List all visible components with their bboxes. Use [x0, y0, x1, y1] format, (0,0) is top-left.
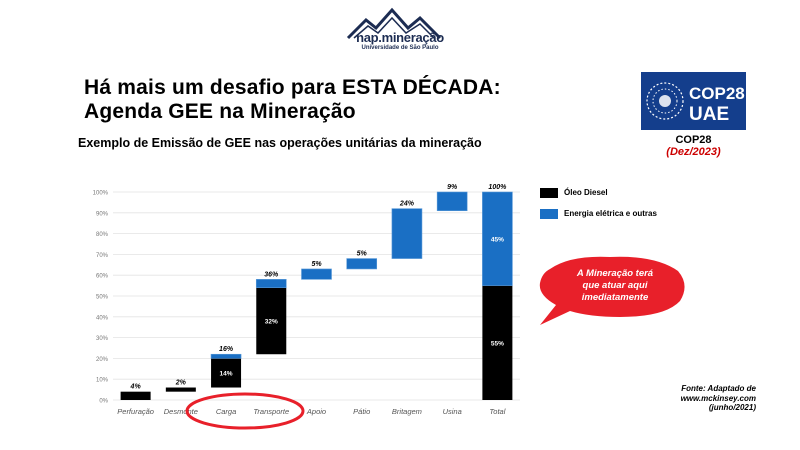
highlight-circle [185, 392, 305, 430]
legend-label-electric: Energia elétrica e outras [564, 209, 657, 218]
legend-item-diesel: Óleo Diesel [540, 186, 657, 199]
logo-subtext: Universidade de São Paulo [361, 45, 439, 51]
bar-top-label: 16% [219, 346, 234, 353]
bar-top-label: 9% [447, 184, 458, 191]
y-tick-label: 70% [96, 253, 109, 259]
bar-top-label: 24% [399, 201, 415, 208]
callout-line-2: que atuar aqui [582, 280, 648, 291]
legend-swatch-electric [540, 208, 558, 219]
page-title: Há mais um desafio para ESTA DÉCADA: Age… [84, 76, 501, 124]
callout-line-1: A Mineração terá [576, 268, 654, 279]
chart-subtitle: Exemplo de Emissão de GEE nas operações … [78, 136, 482, 150]
x-category-label: Apoio [306, 407, 326, 416]
y-tick-label: 80% [96, 232, 109, 238]
legend-swatch-diesel [540, 187, 558, 198]
cop-badge-line1: COP28 [689, 84, 745, 103]
y-tick-label: 90% [96, 211, 109, 217]
callout-line-3: imediatamente [581, 292, 649, 303]
cop-badge-line2: UAE [689, 104, 729, 125]
chart-labels: 4% Perfuração 2% Desmonte 14% 16% Carga 32% 36% T… [117, 184, 507, 416]
bar-electric [210, 353, 242, 359]
y-tick-label: 20% [96, 357, 109, 363]
legend-item-electric: Energia elétrica e outras [540, 207, 657, 220]
x-category-label: Britagem [392, 407, 422, 416]
bar-diesel [482, 285, 513, 400]
bar-electric [436, 191, 468, 212]
nap-mineracao-logo [346, 7, 442, 40]
x-category-label: Pátio [353, 407, 370, 416]
bar-electric [346, 258, 378, 270]
bar-top-label: 4% [130, 384, 142, 391]
bar-electric [391, 208, 423, 259]
source-line-3: (junho/2021) [708, 403, 756, 412]
x-category-label: Perfuração [117, 407, 154, 416]
chart-legend: Óleo Diesel Energia elétrica e outras [540, 186, 657, 228]
source-line-2: www.mckinsey.com [680, 393, 756, 403]
y-tick-label: 50% [96, 295, 109, 301]
bar-inner-label: 14% [220, 370, 233, 377]
cop-label: COP28 [675, 134, 712, 146]
title-line-1: Há mais um desafio para ESTA DÉCADA: [84, 76, 501, 99]
callout-burst [539, 256, 685, 325]
legend-label-diesel: Óleo Diesel [564, 188, 608, 197]
y-tick-label: 10% [96, 378, 109, 384]
chart-bars [120, 191, 513, 400]
source-line-1: Fonte: Adaptado de [681, 384, 756, 393]
y-tick-label: 60% [96, 274, 109, 280]
bar-diesel [165, 387, 196, 392]
y-tick-label: 100% [93, 191, 109, 197]
cop28-badge: COP28 UAE [641, 72, 746, 130]
bar-top-label: 2% [175, 380, 187, 387]
bar-electric [255, 279, 287, 288]
bar-diesel [256, 287, 287, 355]
bar-top-label: 5% [357, 251, 368, 258]
bar-diesel [211, 358, 242, 388]
bar-inner-label: 45% [491, 236, 504, 243]
bar-electric [482, 191, 513, 286]
title-line-2: Agenda GEE na Mineração [84, 100, 356, 123]
bar-top-label: 36% [264, 271, 279, 278]
bar-top-label: 5% [311, 261, 322, 268]
logo-text: nap.mineração [356, 30, 444, 45]
callout-text: A Mineração terá que atuar aqui imediata… [550, 268, 680, 304]
bar-inner-label: 32% [265, 318, 278, 325]
chart-grid: 0% 10% 20% 30% 40% 50% 60% 70% 80% 90% 100% [93, 191, 520, 405]
y-tick-label: 30% [96, 336, 109, 342]
bar-top-label: 100% [488, 184, 507, 191]
source-note: Fonte: Adaptado de www.mckinsey.com (jun… [650, 384, 756, 413]
cop28-emblem: COP28 UAE [646, 82, 745, 125]
bar-inner-label: 55% [491, 340, 504, 347]
bar-diesel [120, 391, 151, 400]
x-category-label: Usina [443, 407, 462, 416]
x-category-label: Desmonte [164, 407, 198, 416]
x-category-label: Total [489, 407, 505, 416]
y-tick-label: 40% [96, 315, 109, 321]
bar-electric [301, 268, 332, 280]
x-category-label: Transporte [253, 407, 289, 416]
cop-date: (Dez/2023) [666, 146, 721, 158]
x-category-label: Carga [216, 407, 236, 416]
y-tick-label: 0% [99, 399, 108, 405]
